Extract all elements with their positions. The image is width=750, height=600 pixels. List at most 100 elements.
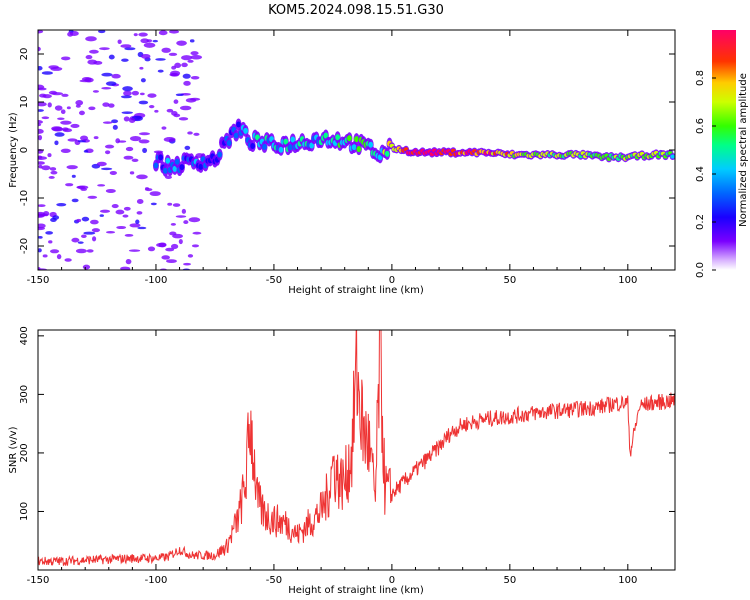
spectrogram-noise-cell: [123, 116, 130, 122]
spectrogram-noise-cell: [147, 246, 156, 252]
spectrogram-noise-cell: [105, 81, 117, 86]
spectrogram-noise-cell: [77, 241, 84, 244]
spectrogram-noise-cell: [38, 120, 44, 124]
spectrogram-noise-cell: [109, 170, 117, 176]
spectrogram-noise-cell: [38, 134, 43, 141]
spectrogram-noise-cell: [38, 46, 41, 52]
spectrogram-noise-cell: [71, 237, 80, 243]
spectrogram-noise-cell: [143, 42, 156, 48]
spectrogram-noise-cell: [38, 156, 48, 160]
spectrogram-noise-cell: [101, 87, 112, 90]
spectrogram-noise-cell: [121, 58, 129, 62]
spectrogram-noise-cell: [99, 209, 111, 213]
spectrogram-ridge-cell: [354, 136, 359, 143]
y-tick-label: 20: [19, 48, 30, 61]
x-tick-label: -150: [27, 575, 50, 586]
spectrogram-noise-cell: [172, 233, 183, 239]
spectrogram-noise-cell: [91, 228, 101, 233]
spectrogram-ridge-cell: [158, 154, 164, 161]
spectrogram-noise-cell: [165, 247, 175, 252]
spectrogram-noise-cell: [38, 161, 45, 165]
spectrogram-noise-cell: [158, 242, 167, 248]
spectrogram-noise-cell: [165, 175, 172, 179]
spectrogram-noise-cell: [125, 146, 134, 152]
spectrogram-noise-cell: [38, 223, 46, 229]
spectrogram-noise-cell: [144, 187, 150, 190]
spectrogram-noise-cell: [112, 124, 118, 130]
snr-panel: -150 -100 -50 0 50 100 100 200 300 400 Height of…: [8, 326, 676, 596]
spectrogram-noise-cell: [61, 93, 69, 97]
spectrogram-ridge-cell: [250, 142, 256, 149]
spectrogram-noise-cell: [170, 243, 179, 250]
spectrogram-noise-cell: [115, 209, 125, 215]
spectrogram-noise-cell: [60, 120, 72, 125]
spectrogram-noise-cell: [83, 231, 96, 235]
colorbar-ticks: 0.0 0.2 0.4 0.6 0.8: [695, 70, 716, 278]
spectrogram-noise-cell: [149, 191, 161, 197]
spectrogram-noise-cell: [192, 231, 202, 235]
spectrogram-noise-cell: [176, 40, 187, 46]
spectrogram-noise-cell: [49, 249, 60, 254]
spectrogram-noise-cell: [138, 132, 151, 136]
spectrogram-noise-cell: [65, 183, 74, 187]
spectrogram-noise-cell: [88, 106, 96, 111]
colorbar-tick-label: 0.4: [695, 166, 706, 182]
spectrogram-noise-cell: [190, 54, 203, 60]
spectrogram-noise-cell: [183, 80, 191, 86]
spectrogram-noise-cell: [168, 30, 180, 34]
spectrogram-noise-cell: [66, 165, 78, 170]
spectrogram-noise-cell: [123, 90, 132, 96]
spectrogram-noise-cell: [161, 126, 167, 130]
spectrogram-noise-cell: [60, 56, 71, 61]
spectrogram-noise-cell: [54, 140, 59, 146]
spectrogram-noise-cell: [76, 218, 82, 223]
spectrogram-noise-cell: [148, 104, 155, 109]
colorbar-tick-label: 0.2: [695, 214, 706, 230]
spectrogram-noise-cell: [152, 39, 158, 43]
spectrogram-noise-cell: [70, 123, 80, 128]
spectrogram-noise-cell: [48, 176, 55, 179]
spectrogram-noise-cell: [120, 95, 132, 99]
spectrogram-noise-cell: [154, 109, 159, 113]
spectrogram-noise-cell: [141, 53, 151, 59]
spectrogram-noise-cell: [131, 158, 139, 163]
spectrogram-noise-cell: [83, 150, 89, 153]
x-tick-label: -150: [27, 275, 50, 286]
spectrogram-noise-cell: [147, 93, 157, 98]
spectrogram-noise-cell: [187, 131, 193, 135]
spectrogram-noise-cell: [120, 44, 132, 48]
x-tick-label: 0: [389, 275, 395, 286]
spectrogram-noise-cell: [97, 184, 106, 187]
spectrogram-noise-cell: [47, 102, 52, 108]
spectrogram-noise-cell: [100, 167, 113, 171]
spectrogram-noise-cell: [136, 211, 143, 215]
spectrogram-ridge-cell: [179, 164, 185, 171]
spectrogram-noise-cell: [172, 203, 181, 207]
spectrogram-ridge-cell: [351, 144, 357, 151]
spectrogram-noise-cell: [129, 171, 135, 175]
spectrogram-noise-cell: [165, 259, 177, 263]
spectrogram-noise-cell: [173, 99, 179, 104]
spectrogram-noise-cell: [140, 38, 150, 44]
spectrogram-noise-cell: [98, 30, 106, 34]
spectrogram-noise-cell: [123, 155, 134, 160]
spectrogram-noise-cell: [136, 199, 144, 205]
snr-y-ticks: 100 200 300 400: [19, 326, 675, 521]
spectrogram-noise-cell: [178, 117, 189, 121]
spectrogram-ridge-cell: [236, 121, 241, 128]
y-tick-label: 200: [19, 443, 30, 462]
spectrogram-noise-cell: [42, 254, 48, 258]
spectrogram-noise-cell: [81, 216, 90, 222]
snr-x-label: Height of straight line (km): [288, 585, 424, 596]
y-tick-label: -10: [19, 190, 30, 206]
spectrogram-ridge-cell: [165, 157, 171, 164]
y-tick-label: 0: [19, 147, 30, 153]
spectrogram-noise-cell: [38, 248, 42, 253]
spectrogram-noise-cell: [129, 135, 142, 142]
spectrogram-ridge-cell: [356, 146, 362, 153]
spectrogram-noise-cell: [175, 93, 184, 97]
spectrogram-y-ticks: -20 -10 0 10 20: [19, 48, 675, 254]
spectrogram-noise-cell: [105, 150, 111, 155]
spectrogram-noise-cell: [122, 214, 129, 218]
spectrogram-noise-cell: [86, 249, 94, 253]
